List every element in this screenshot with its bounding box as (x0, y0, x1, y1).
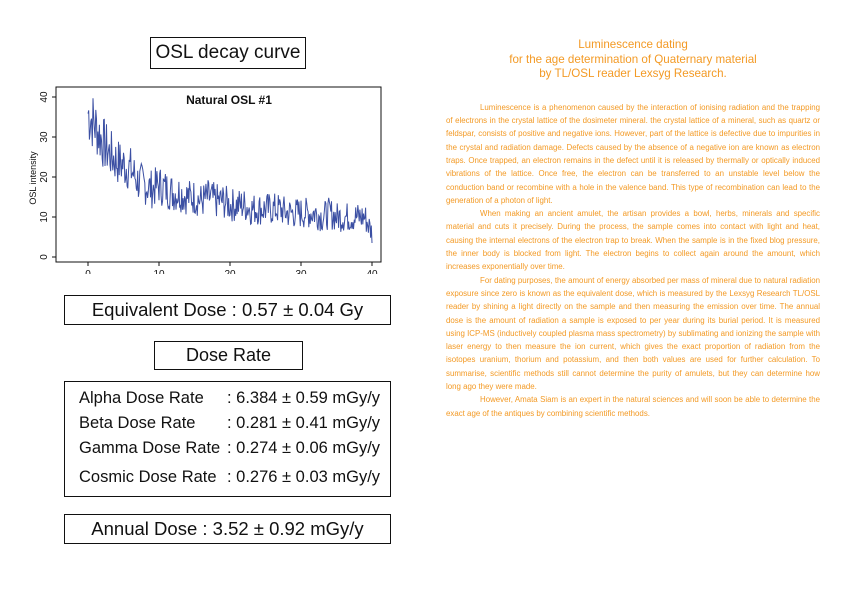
chart-title: Natural OSL #1 (186, 93, 272, 107)
osl-decay-curve-title: OSL decay curve (150, 37, 306, 69)
cosmic-dose-rate-row: Cosmic Dose Rate : 0.276 ± 0.03 mGy/y (79, 468, 380, 487)
alpha-dose-rate-value: : 6.384 ± 0.59 mGy/y (227, 389, 381, 407)
x-tick-label: 30 (295, 269, 307, 274)
alpha-dose-rate-row: Alpha Dose Rate : 6.384 ± 0.59 mGy/y (79, 389, 380, 408)
beta-dose-rate-row: Beta Dose Rate : 0.281 ± 0.41 mGy/y (79, 414, 380, 433)
alpha-dose-rate-label: Alpha Dose Rate (79, 389, 204, 407)
gamma-dose-rate-row: Gamma Dose Rate : 0.274 ± 0.06 mGy/y (79, 439, 380, 458)
y-axis-label: OSL intensity (28, 151, 38, 205)
chart-frame (55, 86, 382, 263)
article-paragraph: Luminescence is a phenomenon caused by t… (446, 102, 820, 205)
y-tick-label: 40 (39, 91, 50, 103)
cosmic-dose-rate-label: Cosmic Dose Rate (79, 468, 217, 486)
annual-dose-text: Annual Dose : 3.52 ± 0.92 mGy/y (91, 518, 364, 539)
dose-rates-box: Alpha Dose Rate : 6.384 ± 0.59 mGy/y Beta… (64, 381, 391, 497)
gamma-dose-rate-value: : 0.274 ± 0.06 mGy/y (227, 439, 381, 457)
y-tick-label: 0 (39, 254, 50, 260)
article-heading-line: Luminescence dating (578, 38, 688, 51)
y-tick-label: 30 (39, 131, 50, 143)
osl-decay-curve-title-text: OSL decay curve (155, 42, 301, 63)
x-tick-label: 10 (153, 269, 165, 274)
article-paragraph: However, Amata Siam is an expert in the … (446, 395, 820, 418)
chart-plot-area: Natural OSL #1 OSL intensity 0 10 20 30 40 0 10 2… (28, 86, 382, 274)
article-paragraph: For dating purposes, the amount of energ… (446, 275, 820, 392)
beta-dose-rate-label: Beta Dose Rate (79, 414, 196, 432)
dose-rate-title-text: Dose Rate (185, 345, 272, 365)
beta-dose-rate-value: : 0.281 ± 0.41 mGy/y (227, 414, 381, 432)
x-tick-label: 0 (85, 269, 91, 274)
cosmic-dose-rate-value: : 0.276 ± 0.03 mGy/y (227, 468, 381, 486)
article: Luminescence dating for the age determin… (446, 38, 820, 420)
dose-rate-title: Dose Rate (154, 341, 303, 370)
gamma-dose-rate-label: Gamma Dose Rate (79, 439, 221, 457)
x-tick-label: 20 (224, 269, 236, 274)
annual-dose-box: Annual Dose : 3.52 ± 0.92 mGy/y (64, 514, 391, 544)
article-paragraph: When making an ancient amulet, the artis… (446, 209, 820, 272)
y-tick-label: 10 (39, 211, 50, 223)
equivalent-dose-box: Equivalent Dose : 0.57 ± 0.04 Gy (64, 295, 391, 325)
osl-series-line (87, 98, 373, 244)
article-heading-line: for the age determination of Quaternary … (509, 52, 757, 66)
x-tick-label: 40 (366, 269, 378, 274)
article-heading: Luminescence dating for the age determin… (446, 38, 820, 82)
y-tick-label: 20 (39, 171, 50, 183)
article-heading-line: by TL/OSL reader Lexsyg Research. (539, 67, 727, 81)
osl-decay-chart: Natural OSL #1 OSL intensity 0 10 20 30 40 0 10 2… (28, 86, 382, 274)
equivalent-dose-text: Equivalent Dose : 0.57 ± 0.04 Gy (91, 299, 364, 320)
